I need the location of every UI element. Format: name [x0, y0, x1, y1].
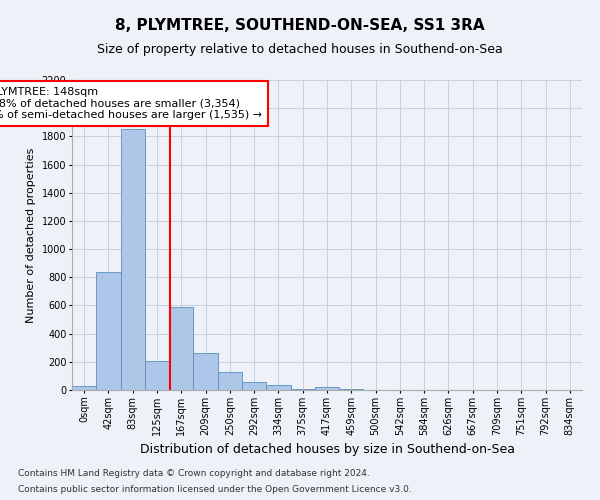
Text: Contains HM Land Registry data © Crown copyright and database right 2024.: Contains HM Land Registry data © Crown c…: [18, 468, 370, 477]
Text: Size of property relative to detached houses in Southend-on-Sea: Size of property relative to detached ho…: [97, 42, 503, 56]
Text: 8 PLYMTREE: 148sqm
← 68% of detached houses are smaller (3,354)
31% of semi-deta: 8 PLYMTREE: 148sqm ← 68% of detached hou…: [0, 87, 262, 120]
Bar: [218, 372, 242, 390]
Bar: [145, 361, 169, 390]
Bar: [193, 354, 218, 390]
Bar: [242, 382, 266, 390]
Bar: [121, 130, 145, 390]
X-axis label: Distribution of detached houses by size in Southend-on-Sea: Distribution of detached houses by size …: [139, 444, 515, 456]
Text: 8, PLYMTREE, SOUTHEND-ON-SEA, SS1 3RA: 8, PLYMTREE, SOUTHEND-ON-SEA, SS1 3RA: [115, 18, 485, 32]
Bar: [315, 387, 339, 390]
Y-axis label: Number of detached properties: Number of detached properties: [26, 148, 36, 322]
Bar: [72, 386, 96, 390]
Bar: [266, 385, 290, 390]
Bar: [96, 272, 121, 390]
Text: Contains public sector information licensed under the Open Government Licence v3: Contains public sector information licen…: [18, 485, 412, 494]
Bar: [169, 307, 193, 390]
